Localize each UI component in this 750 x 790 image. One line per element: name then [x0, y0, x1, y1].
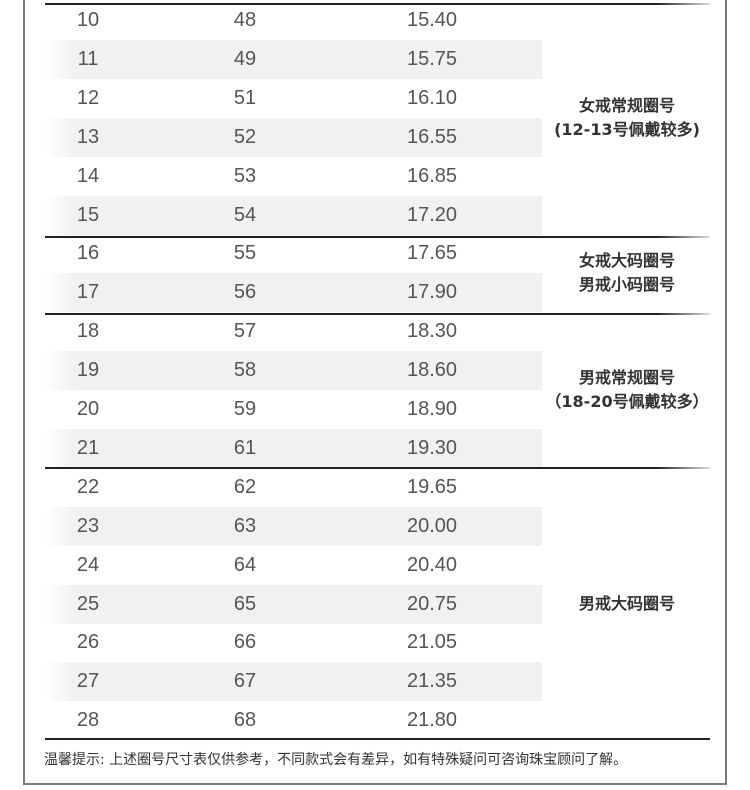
- cell-size: 24: [76, 553, 100, 576]
- cell-circ: 48: [233, 9, 257, 31]
- table-row: 12 51 16.10: [45, 79, 542, 118]
- group-label-line: 女戒常规圈号: [578, 95, 675, 115]
- cell-diam: 16.10: [406, 86, 458, 109]
- cell-circ: 66: [233, 631, 257, 654]
- table-bottom-divider: [45, 738, 710, 740]
- group-divider: [45, 3, 710, 5]
- group-label-line: （18-20号佩戴较多）: [545, 391, 709, 411]
- table-row: 19 58 18.60: [45, 351, 542, 391]
- footnote: 温馨提示: 上述圈号尺寸表仅供参考，不同款式会有差异，如有特殊疑问可咨询珠宝顾问…: [44, 752, 628, 768]
- cell-diam: 17.20: [406, 203, 458, 226]
- cell-circ: 59: [233, 398, 257, 420]
- group-label: 男戒大码圈号: [542, 468, 712, 740]
- cell-size: 17: [76, 281, 100, 304]
- cell-diam: 18.60: [406, 359, 458, 382]
- cell-circ: 57: [233, 320, 257, 343]
- cell-circ: 63: [233, 514, 257, 537]
- table-row: 14 53 16.85: [45, 157, 542, 196]
- group-label-line: (12-13号佩戴较多): [554, 119, 700, 139]
- cell-size: 13: [76, 125, 100, 148]
- cell-size: 16: [76, 242, 100, 265]
- group-divider: [45, 467, 710, 469]
- cell-diam: 20.40: [406, 553, 458, 576]
- cell-diam: 20.00: [406, 514, 458, 537]
- table-row: 15 54 17.20: [45, 195, 542, 235]
- table-frame: [23, 0, 727, 785]
- cell-circ: 61: [233, 436, 257, 459]
- group-label: 男戒常规圈号 （18-20号佩戴较多）: [542, 312, 712, 468]
- cell-size: 21: [76, 436, 100, 459]
- cell-size: 20: [76, 398, 100, 420]
- cell-size: 14: [76, 164, 100, 187]
- cell-circ: 64: [233, 553, 257, 576]
- table-row: 11 49 15.75: [45, 39, 542, 79]
- group-label-line: 男戒小码圈号: [578, 275, 675, 295]
- table-row: 16 55 17.65: [45, 234, 542, 273]
- cell-diam: 21.05: [406, 631, 458, 654]
- cell-diam: 19.65: [406, 475, 458, 498]
- cell-circ: 67: [233, 670, 257, 693]
- cell-diam: 15.40: [406, 9, 458, 31]
- cell-diam: 18.30: [406, 320, 458, 343]
- table-row: 13 52 16.55: [45, 117, 542, 157]
- group-label-line: 男戒常规圈号: [578, 367, 675, 387]
- cell-circ: 65: [233, 592, 257, 615]
- cell-circ: 56: [233, 281, 257, 304]
- group-divider: [45, 236, 710, 238]
- table-row: 20 59 18.90: [45, 390, 542, 429]
- table-row: 24 64 20.40: [45, 546, 542, 585]
- group-label: 女戒大码圈号 男戒小码圈号: [542, 234, 712, 312]
- table-row: 10 48 15.40: [45, 1, 542, 40]
- table-row: 23 63 20.00: [45, 506, 542, 546]
- cell-size: 12: [76, 86, 100, 109]
- cell-diam: 17.90: [406, 281, 458, 304]
- cell-size: 28: [76, 709, 100, 732]
- cell-circ: 62: [233, 475, 257, 498]
- cell-size: 19: [76, 359, 100, 382]
- cell-size: 26: [76, 631, 100, 654]
- cell-diam: 21.35: [406, 670, 458, 693]
- cell-size: 27: [76, 670, 100, 693]
- table-row: 26 66 21.05: [45, 623, 542, 662]
- cell-diam: 16.55: [406, 125, 458, 148]
- table-row: 21 61 19.30: [45, 428, 542, 468]
- cell-circ: 58: [233, 359, 257, 382]
- cell-size: 22: [76, 475, 100, 498]
- cell-size: 18: [76, 320, 100, 343]
- cell-circ: 55: [233, 242, 257, 265]
- table-row: 17 56 17.90: [45, 273, 542, 313]
- cell-size: 15: [76, 203, 100, 226]
- cell-diam: 21.80: [406, 709, 458, 732]
- cell-circ: 49: [233, 47, 257, 70]
- cell-size: 25: [76, 592, 100, 615]
- cell-diam: 15.75: [406, 47, 458, 70]
- table-row: 18 57 18.30: [45, 312, 542, 351]
- table-row: 28 68 21.80: [45, 701, 542, 740]
- cell-circ: 51: [233, 86, 257, 109]
- cell-diam: 19.30: [406, 436, 458, 459]
- cell-size: 10: [76, 9, 100, 31]
- cell-circ: 52: [233, 125, 257, 148]
- table-row: 22 62 19.65: [45, 468, 542, 507]
- group-label-line: 女戒大码圈号: [578, 251, 675, 271]
- cell-diam: 16.85: [406, 164, 458, 187]
- cell-diam: 17.65: [406, 242, 458, 265]
- cell-diam: 20.75: [406, 592, 458, 615]
- cell-circ: 68: [233, 709, 257, 732]
- table-row: 25 65 20.75: [45, 584, 542, 624]
- cell-size: 23: [76, 514, 100, 537]
- table-row: 27 67 21.35: [45, 662, 542, 702]
- group-label-line: 男戒大码圈号: [578, 593, 675, 613]
- cell-circ: 54: [233, 203, 257, 226]
- group-divider: [45, 313, 710, 315]
- cell-size: 11: [77, 47, 99, 70]
- cell-diam: 18.90: [406, 398, 458, 420]
- group-label: 女戒常规圈号 (12-13号佩戴较多): [542, 1, 712, 234]
- cell-circ: 53: [233, 164, 257, 187]
